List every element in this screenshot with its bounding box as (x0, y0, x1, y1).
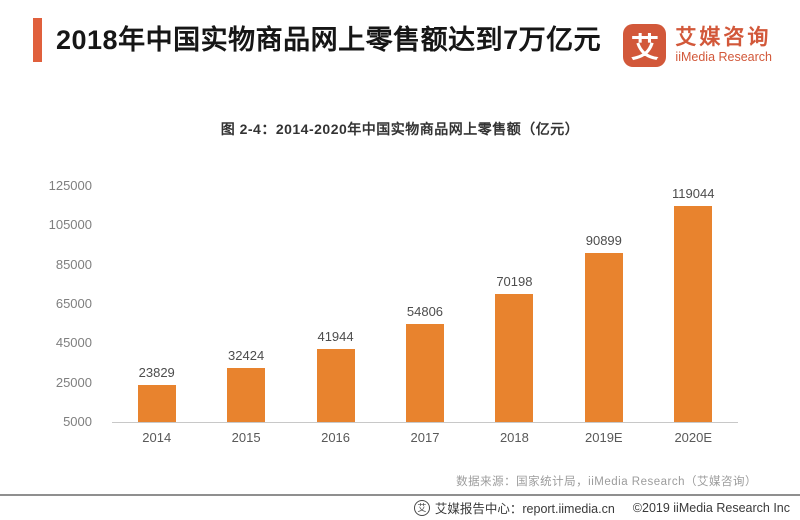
plot-area: 23829 32424 41944 54806 70198 90899 119044 (112, 186, 738, 423)
y-tick-label: 125000 (48, 178, 92, 193)
bar-value-label: 54806 (406, 304, 444, 319)
y-tick-label: 105000 (48, 217, 92, 233)
report-center-link[interactable]: 艾媒报告中心：report.iimedia.cn (434, 502, 615, 516)
bar-column: 90899 (559, 186, 648, 422)
y-axis: 5000 25000 45000 65000 85000 105000 125000 (0, 178, 98, 429)
bar-value-label: 119044 (672, 186, 715, 201)
x-tick-label: 2020E (674, 430, 713, 445)
report-footer: 艾 艾媒报告中心：report.iimedia.cn ©2019 iiMedia… (0, 494, 800, 520)
bar (405, 324, 444, 422)
x-tick-label: 2017 (410, 430, 440, 445)
bar-value-label: 23829 (138, 365, 175, 380)
logo-name-en: iiMedia Research (675, 50, 772, 65)
bar-column: 54806 (380, 186, 469, 422)
bar-column: 70198 (470, 186, 559, 422)
logo-wordmark: 艾媒咨询 iiMedia Research (675, 26, 772, 65)
bar (584, 253, 623, 422)
page-title: 2018年中国实物商品网上零售额达到7万亿元 (56, 25, 602, 55)
headline-accent-bar (33, 18, 42, 62)
report-header: 2018年中国实物商品网上零售额达到7万亿元 艾 艾媒咨询 iiMedia Re… (0, 0, 800, 67)
iimedia-logo: 艾 艾媒咨询 iiMedia Research (623, 24, 772, 67)
bar-column: 32424 (201, 186, 290, 422)
bar (227, 368, 266, 422)
x-tick-label: 2019E (585, 430, 623, 445)
bar-value-label: 90899 (585, 233, 622, 249)
y-tick-label: 45000 (55, 335, 92, 351)
x-tick-label: 2016 (321, 430, 351, 445)
y-tick-label: 5000 (63, 414, 92, 429)
copyright-text: ©2019 iiMedia Research Inc (632, 500, 790, 515)
footer-content: 艾 艾媒报告中心：report.iimedia.cn ©2019 iiMedia… (0, 496, 800, 520)
chart-title: 图 2-4：2014-2020年中国实物商品网上零售额（亿元） (220, 121, 580, 137)
x-tick-label: 2014 (142, 430, 172, 445)
x-axis: 2014 2015 2016 2017 2018 2019E 2020E (112, 430, 738, 445)
y-tick-label: 85000 (55, 256, 92, 272)
bar-chart: 5000 25000 45000 65000 85000 105000 125000 238… (0, 178, 738, 445)
logo-name-cn: 艾媒咨询 (675, 26, 772, 50)
headline-block: 2018年中国实物商品网上零售额达到7万亿元 (33, 18, 601, 62)
y-tick-label: 65000 (55, 296, 92, 311)
x-tick-label: 2015 (231, 430, 261, 445)
y-tick-label: 25000 (55, 374, 92, 390)
bar-column: 119044 (649, 186, 738, 422)
iimedia-badge-icon: 艾 (413, 499, 430, 516)
bar-column: 23829 (112, 186, 201, 422)
bar (495, 293, 534, 422)
bar (316, 349, 355, 422)
bar (674, 206, 713, 422)
data-source-note: 数据来源：国家统计局，iiMedia Research（艾媒咨询） (456, 476, 757, 488)
x-tick-label: 2018 (499, 430, 529, 445)
bar-value-label: 32424 (228, 348, 265, 364)
bar-value-label: 41944 (317, 329, 354, 345)
bar-column: 41944 (291, 186, 380, 422)
bar-value-label: 70198 (496, 273, 533, 289)
bar (137, 385, 176, 422)
iimedia-logo-icon: 艾 (623, 24, 667, 67)
footer-divider (0, 494, 800, 496)
